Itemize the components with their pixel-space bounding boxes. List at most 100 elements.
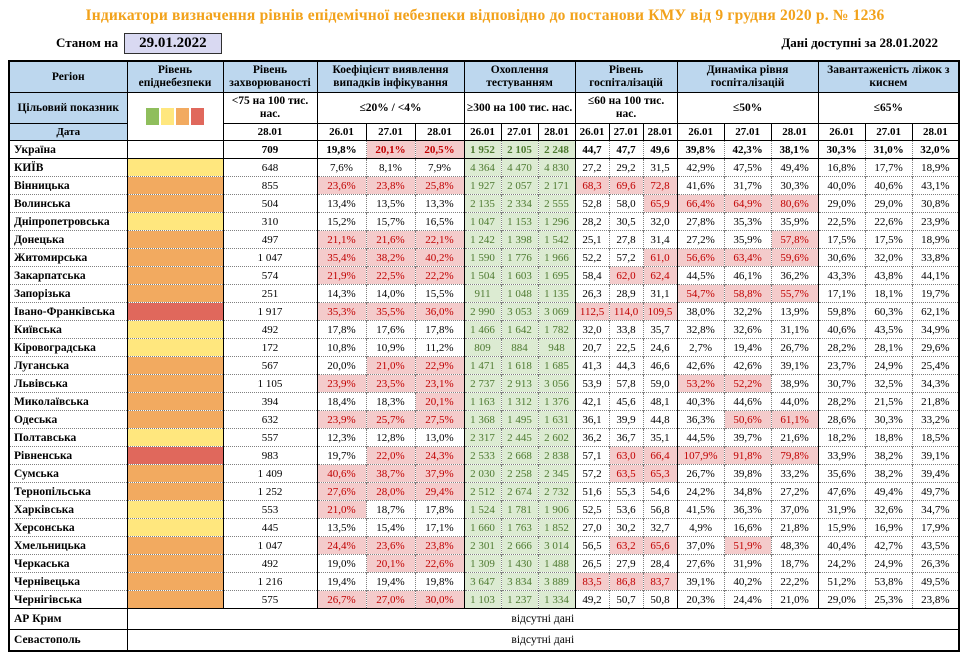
- epidemic-level-cell: [126, 464, 223, 483]
- header-target-label: Цільовий показник: [8, 92, 128, 124]
- hospitalization-value: 36,7: [608, 428, 644, 447]
- detection-value: 24,3%: [414, 446, 465, 465]
- beds-value: 53,8%: [864, 572, 913, 591]
- morbidity-value: 1 917: [222, 302, 317, 321]
- hospitalization-value: 44,8: [642, 410, 678, 429]
- morbidity-value: 557: [222, 428, 317, 447]
- detection-value: 17,8%: [414, 500, 465, 519]
- detection-value: 23,6%: [316, 176, 366, 195]
- epidemic-level-cell: [126, 446, 223, 465]
- testing-value: 1 048: [500, 284, 539, 303]
- dynamics-value: 39,8%: [676, 140, 725, 159]
- beds-value: 40,0%: [817, 176, 866, 195]
- dynamics-value: 35,3%: [723, 212, 772, 231]
- hospitalization-value: 48,1: [642, 392, 678, 411]
- dynamics-value: 27,6%: [676, 554, 725, 573]
- testing-value: 1 642: [500, 320, 539, 339]
- beds-value: 47,6%: [817, 482, 866, 501]
- dynamics-value: 27,8%: [676, 212, 725, 231]
- testing-value: 1 163: [463, 392, 502, 411]
- date-cell: 28.01: [537, 123, 576, 141]
- hospitalization-value: 62,0: [608, 266, 644, 285]
- testing-value: 1 685: [537, 356, 576, 375]
- testing-value: 1 430: [500, 554, 539, 573]
- as-of-block: Станом на 29.01.2022: [56, 32, 222, 54]
- dynamics-value: 50,6%: [723, 410, 772, 429]
- hospitalization-value: 65,9: [642, 194, 678, 213]
- detection-value: 22,5%: [365, 266, 415, 285]
- date-cell: 27.01: [365, 123, 416, 141]
- testing-value: 1 398: [500, 230, 539, 249]
- testing-value: 1 782: [537, 320, 576, 339]
- detection-value: 17,8%: [316, 320, 366, 339]
- as-of-date-box: 29.01.2022: [124, 32, 222, 54]
- date-cell: 28.01: [222, 123, 318, 141]
- detection-value: 24,4%: [316, 536, 366, 555]
- hospitalization-value: 27,2: [574, 158, 610, 177]
- beds-value: 17,7%: [864, 158, 913, 177]
- testing-value: 1 776: [500, 248, 539, 267]
- dynamics-value: 21,0%: [770, 590, 819, 609]
- data-available-label: Дані доступні за 28.01.2022: [781, 35, 938, 50]
- morbidity-value: 553: [222, 500, 317, 519]
- beds-value: 18,8%: [864, 428, 913, 447]
- beds-value: 23,7%: [817, 356, 866, 375]
- morbidity-value: 648: [222, 158, 317, 177]
- detection-value: 23,1%: [414, 374, 465, 393]
- dynamics-value: 34,8%: [723, 482, 772, 501]
- testing-value: 2 838: [537, 446, 576, 465]
- beds-value: 16,9%: [864, 518, 913, 537]
- morbidity-value: 983: [222, 446, 317, 465]
- morbidity-value: 567: [222, 356, 317, 375]
- testing-value: 1 966: [537, 248, 576, 267]
- region-name: Тернопільська: [9, 482, 127, 501]
- hospitalization-value: 36,2: [574, 428, 610, 447]
- hospitalization-value: 26,3: [574, 284, 610, 303]
- dynamics-value: 35,9%: [770, 212, 819, 231]
- region-row: Україна 709 19,8% 20,1% 20,5% 1 952 2 105 2 248…: [9, 140, 960, 159]
- beds-value: 49,7%: [911, 482, 960, 501]
- region-row: Луганська 567 20,0% 21,0% 22,9% 1 471 1 618 1 6…: [9, 356, 960, 375]
- detection-value: 19,8%: [316, 140, 366, 159]
- epidemic-level-cell: [126, 338, 223, 357]
- beds-value: 24,2%: [817, 554, 866, 573]
- testing-value: 1 368: [463, 410, 502, 429]
- detection-value: 21,0%: [365, 356, 415, 375]
- beds-value: 30,3%: [864, 410, 913, 429]
- beds-value: 60,3%: [864, 302, 913, 321]
- detection-value: 19,4%: [316, 572, 366, 591]
- beds-value: 49,4%: [864, 482, 913, 501]
- hospitalization-value: 30,5: [608, 212, 644, 231]
- detection-value: 18,3%: [365, 392, 415, 411]
- hospitalization-value: 57,8: [608, 374, 644, 393]
- testing-value: 2 334: [500, 194, 539, 213]
- dynamics-value: 54,7%: [676, 284, 725, 303]
- testing-value: 2 732: [537, 482, 576, 501]
- testing-value: 3 834: [500, 572, 539, 591]
- dynamics-value: 57,8%: [770, 230, 819, 249]
- hospitalization-value: 56,5: [574, 536, 610, 555]
- detection-value: 11,2%: [414, 338, 465, 357]
- region-row: Чернігівська 575 26,7% 27,0% 30,0% 1 103 1 237…: [9, 590, 960, 609]
- testing-value: 3 889: [537, 572, 576, 591]
- hospitalization-value: 41,3: [574, 356, 610, 375]
- detection-value: 7,9%: [414, 158, 465, 177]
- hospitalization-value: 56,8: [642, 500, 678, 519]
- dynamics-value: 27,2%: [676, 230, 725, 249]
- testing-value: 1 504: [463, 266, 502, 285]
- region-name: Закарпатська: [9, 266, 127, 285]
- date-cell: 26.01: [676, 123, 725, 141]
- hospitalization-value: 32,7: [642, 518, 678, 537]
- testing-value: 1 296: [537, 212, 576, 231]
- epidemic-level-cell: [126, 518, 223, 537]
- testing-value: 1 153: [500, 212, 539, 231]
- region-name: Черкаська: [9, 554, 127, 573]
- testing-value: 3 056: [537, 374, 576, 393]
- detection-value: 13,4%: [316, 194, 366, 213]
- beds-value: 16,8%: [817, 158, 866, 177]
- morbidity-value: 172: [222, 338, 317, 357]
- hospitalization-value: 109,5: [642, 302, 678, 321]
- region-name: Донецька: [9, 230, 127, 249]
- beds-value: 17,5%: [817, 230, 866, 249]
- date-cell: 28.01: [770, 123, 819, 141]
